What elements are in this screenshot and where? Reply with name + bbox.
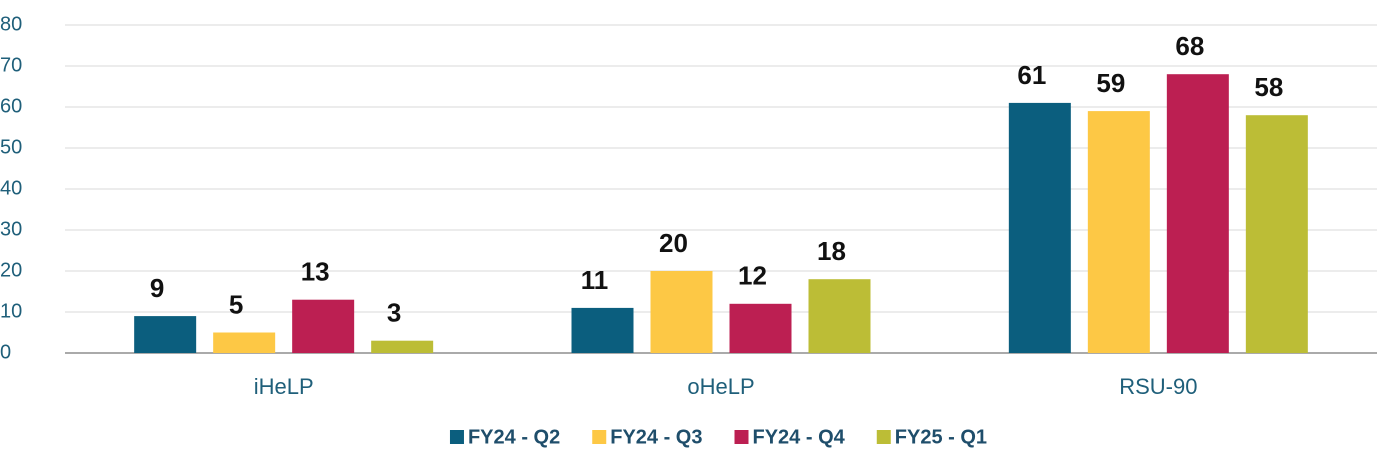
bar: [134, 316, 197, 353]
value-label: 12: [738, 261, 767, 291]
value-label: 20: [659, 228, 688, 258]
value-label: 18: [817, 236, 846, 266]
legend-swatch: [876, 430, 891, 444]
y-tick-label: 50: [0, 136, 22, 158]
y-tick-label: 0: [0, 341, 11, 363]
value-label: 3: [387, 298, 401, 328]
bar: [650, 271, 713, 353]
value-label: 11: [581, 265, 609, 295]
bar: [729, 303, 792, 353]
y-tick-label: 70: [0, 54, 22, 76]
legend-swatch: [734, 430, 749, 444]
legend-swatch: [449, 430, 464, 444]
x-tick-label: iHeLP: [254, 374, 314, 399]
bar: [1008, 102, 1071, 354]
bar: [808, 279, 871, 353]
y-tick-label: 30: [0, 218, 22, 240]
bar: [213, 332, 276, 353]
legend-label: FY24 - Q3: [610, 426, 702, 448]
y-tick-label: 20: [0, 259, 22, 281]
value-label: 9: [150, 273, 164, 303]
bar: [1245, 115, 1308, 353]
y-tick-label: 60: [0, 95, 22, 117]
bar: [1087, 111, 1150, 353]
value-label: 58: [1254, 72, 1283, 102]
value-label: 61: [1017, 60, 1046, 90]
legend-label: FY24 - Q4: [753, 426, 846, 448]
legend-swatch: [592, 430, 607, 444]
bar: [571, 307, 634, 353]
y-tick-label: 40: [0, 177, 22, 199]
value-label: 5: [229, 289, 243, 319]
value-label: 59: [1096, 68, 1125, 98]
value-label: 13: [301, 257, 330, 287]
legend-label: FY24 - Q2: [468, 426, 560, 448]
value-label: 68: [1175, 31, 1204, 61]
bar: [292, 299, 355, 353]
bar: [1166, 74, 1229, 353]
x-tick-label: RSU-90: [1119, 374, 1197, 399]
x-tick-label: oHeLP: [687, 374, 754, 399]
legend-label: FY25 - Q1: [895, 426, 987, 448]
y-tick-label: 80: [0, 13, 22, 35]
bar: [371, 340, 434, 353]
y-tick-label: 10: [0, 300, 22, 322]
